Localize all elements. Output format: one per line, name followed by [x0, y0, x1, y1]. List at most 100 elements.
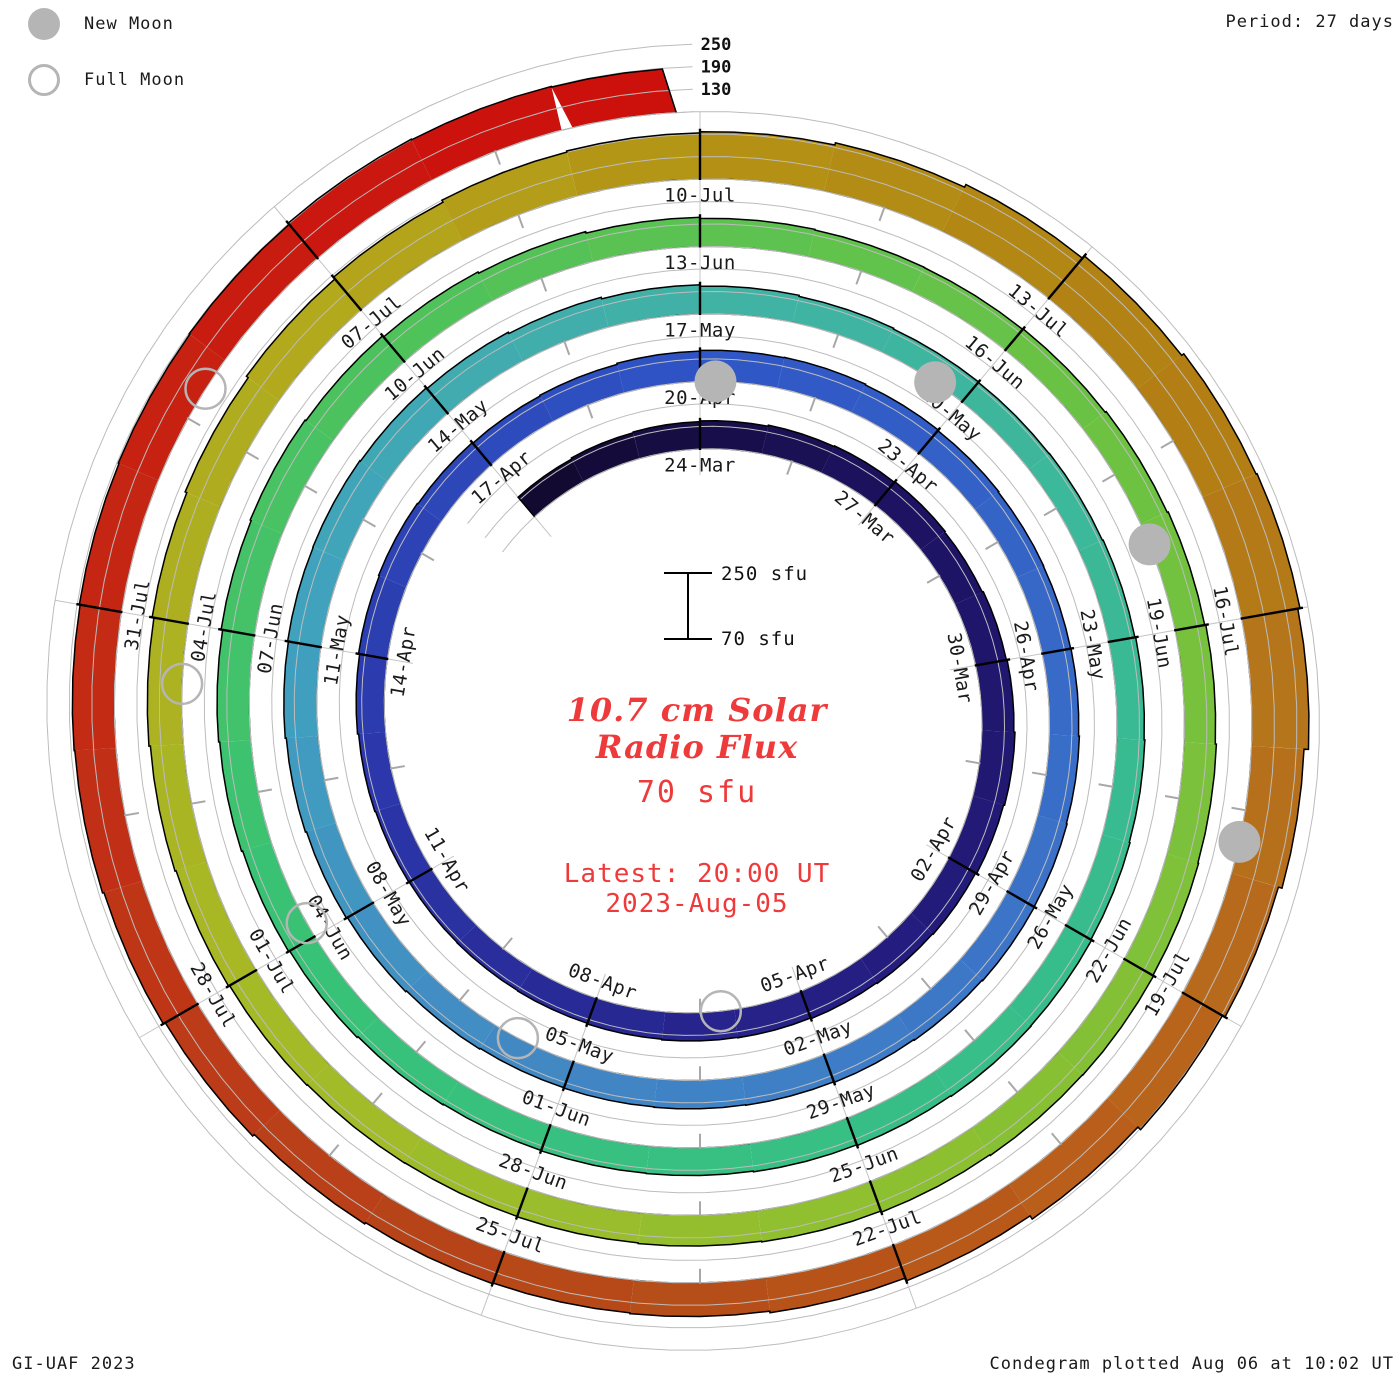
- minor-tick: [985, 540, 1000, 550]
- flux-bar: [1107, 992, 1223, 1130]
- tick-mark: [799, 989, 814, 1022]
- minor-tick: [190, 800, 206, 805]
- flux-bar: [306, 335, 405, 441]
- minor-tick: [517, 213, 525, 229]
- flux-bar: [920, 531, 983, 605]
- minor-tick: [389, 765, 405, 770]
- tick-mark: [1181, 991, 1229, 1020]
- flux-bar: [910, 857, 976, 935]
- minor-tick: [323, 776, 339, 782]
- minor-tick: [1101, 473, 1116, 483]
- flux-bar: [1009, 1098, 1138, 1220]
- minor-tick: [1050, 1132, 1063, 1146]
- flux-bar: [541, 1125, 650, 1174]
- flux-bar: [165, 1004, 280, 1136]
- flux-bar: [1102, 738, 1145, 843]
- flux-bar: [808, 230, 925, 292]
- flux-bar: [566, 132, 700, 196]
- flux-bar: [283, 641, 321, 739]
- flux-bar: [750, 1118, 857, 1172]
- plotted-timestamp: Condegram plotted Aug 06 at 10:02 UT: [989, 1354, 1394, 1374]
- flux-bar: [306, 823, 374, 919]
- flux-bar: [72, 604, 122, 751]
- full-moon-icon: [28, 64, 60, 96]
- minor-tick: [1098, 783, 1114, 788]
- minor-tick: [877, 925, 889, 939]
- tick-mark: [1107, 635, 1139, 644]
- flux-bar: [1083, 411, 1168, 524]
- flux-bar: [700, 286, 800, 323]
- tick-mark: [916, 426, 942, 456]
- flux-bar: [851, 384, 939, 454]
- tick-mark: [355, 652, 389, 661]
- tick-mark: [285, 220, 320, 260]
- spiral-spoke: [273, 206, 552, 537]
- flux-bar: [74, 748, 142, 893]
- flux-bar: [246, 278, 361, 401]
- flux-bar: [629, 1277, 770, 1317]
- flux-bar: [411, 86, 562, 181]
- flux-bar: [250, 420, 333, 534]
- minor-tick: [1031, 771, 1048, 777]
- flux-bar: [897, 959, 983, 1041]
- minor-tick: [256, 788, 273, 794]
- tick-mark: [873, 478, 898, 507]
- flux-bar: [254, 1110, 384, 1224]
- legend-full-moon: Full Moon: [28, 60, 185, 100]
- flux-bar: [1231, 746, 1304, 889]
- tick-mark: [148, 615, 190, 626]
- minor-tick: [420, 552, 435, 562]
- tick-mark: [868, 1180, 884, 1216]
- flux-bar: [1167, 742, 1217, 864]
- flux-bar: [1058, 959, 1154, 1076]
- tick-mark: [822, 1053, 837, 1086]
- minor-tick: [586, 403, 594, 419]
- current-flux-value: 70 sfu: [636, 775, 758, 810]
- flux-bar: [875, 481, 946, 550]
- radial-axis-label: 130: [701, 80, 732, 100]
- flux-bar: [289, 936, 379, 1038]
- minor-tick: [414, 1040, 427, 1054]
- flux-bar: [457, 925, 533, 991]
- flux-bar: [443, 1081, 551, 1151]
- minor-tick: [1007, 1080, 1019, 1094]
- flux-bar: [185, 377, 279, 507]
- flux-bar: [103, 881, 198, 1024]
- flux-bar: [1042, 648, 1079, 737]
- flux-bar: [1016, 565, 1071, 654]
- flux-bar: [1175, 624, 1216, 744]
- minor-tick: [186, 417, 201, 427]
- flux-bar: [912, 267, 1023, 351]
- tick-mark: [284, 639, 323, 649]
- flux-bar: [646, 1143, 754, 1176]
- flux-bar: [307, 1064, 422, 1164]
- flux-bar: [954, 591, 1007, 666]
- new-moon-marker: [1218, 820, 1261, 863]
- flux-bar: [870, 1127, 990, 1213]
- tick-mark: [490, 1250, 506, 1287]
- flux-bar: [975, 659, 1014, 733]
- legend-new-moon: New Moon: [28, 4, 185, 44]
- tick-mark: [1122, 957, 1157, 979]
- flux-bar: [551, 69, 677, 128]
- flux-bar: [1007, 815, 1068, 907]
- minor-tick: [926, 574, 941, 584]
- full-moon-marker: [496, 1016, 540, 1060]
- tick-mark: [379, 332, 406, 364]
- tick-mark: [160, 1002, 200, 1027]
- flux-bar: [472, 395, 553, 465]
- tick-mark: [1005, 889, 1038, 910]
- flux-bar: [375, 803, 432, 883]
- full-moon-marker: [285, 901, 329, 945]
- flux-bar: [961, 382, 1050, 470]
- moon-legend: New Moon Full Moon: [28, 4, 185, 116]
- flux-bar: [654, 1076, 746, 1109]
- full-moon-marker: [699, 990, 743, 1033]
- flux-bar: [1009, 925, 1092, 1026]
- chart-title: 10.7 cm Solar Radio Flux: [567, 692, 828, 766]
- minor-tick: [303, 484, 318, 494]
- flux-bar: [1202, 473, 1300, 619]
- tick-mark: [585, 996, 599, 1028]
- flux-bar: [518, 458, 584, 517]
- flux-bar: [539, 364, 624, 422]
